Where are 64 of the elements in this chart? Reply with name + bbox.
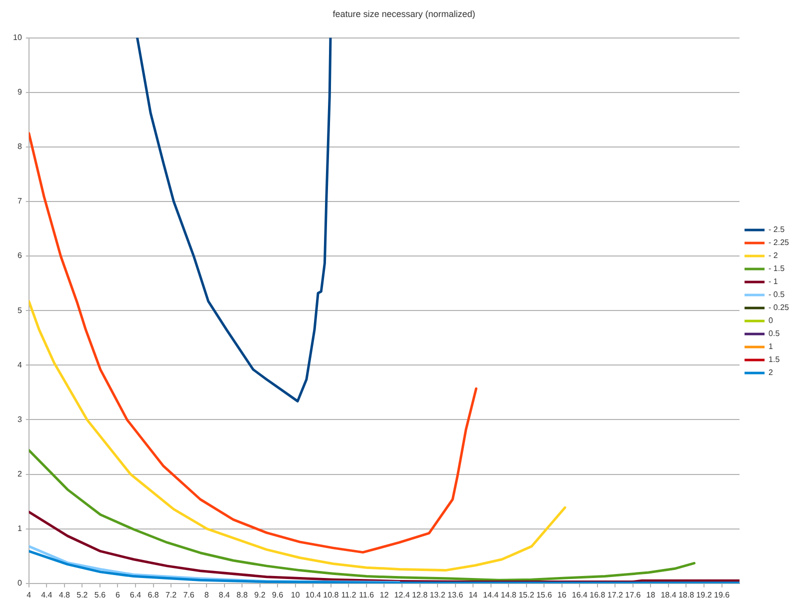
legend-label: 0.5: [768, 329, 780, 338]
x-tick-label: 10: [290, 590, 300, 600]
x-tick-label: 6: [116, 590, 120, 600]
x-tick-label: 7.2: [165, 590, 178, 600]
y-tick-label: 9: [17, 88, 22, 97]
legend-label: - 0.5: [768, 290, 786, 300]
x-tick-label: 9.2: [254, 590, 266, 600]
legend-label: 1: [768, 342, 774, 352]
x-tick-label: 6.4: [130, 590, 142, 600]
x-tick-label: 5.6: [94, 590, 106, 600]
x-tick-label: 4: [26, 590, 32, 600]
x-tick-label: 14.8: [500, 590, 517, 600]
x-tick-label: 14.4: [483, 590, 500, 600]
x-tick-label: 19.6: [714, 590, 730, 600]
x-tick-label: 4.8: [58, 590, 71, 600]
x-tick-label: 12.4: [394, 590, 410, 600]
legend-label: - 2.25: [768, 238, 790, 248]
x-tick-label: 5.2: [76, 590, 88, 600]
y-tick-label: 6: [17, 251, 22, 260]
chart-title: feature size necessary (normalized): [332, 8, 476, 19]
x-tick-label: 17.6: [625, 590, 642, 600]
y-tick-label: 8: [17, 142, 22, 152]
x-tick-label: 10.8: [323, 590, 340, 600]
x-tick-label: 16: [557, 590, 567, 600]
y-tick-label: 10: [12, 33, 22, 42]
x-tick-label: 16.8: [590, 590, 606, 600]
y-tick-label: 2: [17, 469, 22, 478]
x-tick-label: 9.6: [272, 590, 284, 600]
x-tick-label: 11.2: [341, 590, 357, 600]
x-tick-label: 8.8: [236, 590, 248, 600]
x-tick-label: 14: [468, 590, 478, 600]
legend-label: 2: [768, 368, 774, 378]
legend-label: - 0.25: [768, 303, 790, 312]
y-tick-label: 4: [17, 360, 22, 370]
x-tick-label: 12.8: [412, 590, 428, 600]
x-tick-label: 13.2: [430, 590, 446, 600]
x-tick-label: 18: [646, 590, 656, 600]
x-tick-label: 10.4: [305, 590, 322, 600]
x-tick-label: 8: [204, 590, 210, 600]
x-tick-label: 17.2: [607, 590, 624, 600]
y-tick-label: 3: [17, 414, 22, 424]
legend-label: 0: [768, 316, 774, 326]
x-tick-label: 19.2: [696, 590, 712, 600]
y-tick-label: 0: [17, 578, 22, 588]
x-tick-label: 8.4: [218, 590, 230, 600]
x-tick-label: 11.6: [358, 590, 374, 600]
y-tick-label: 7: [17, 196, 22, 206]
legend-label: - 1: [768, 277, 778, 286]
x-tick-label: 7.6: [183, 590, 195, 600]
x-tick-label: 15.2: [518, 590, 535, 600]
legend-label: 1.5: [768, 355, 780, 364]
x-tick-label: 13.6: [447, 590, 464, 600]
x-tick-label: 15.6: [536, 590, 552, 600]
y-tick-label: 1: [17, 524, 22, 534]
legend-label: - 2.5: [768, 225, 786, 234]
legend-label: - 2: [768, 251, 778, 260]
legend-label: - 1.5: [768, 264, 786, 274]
x-tick-label: 16.4: [572, 590, 588, 600]
x-tick-label: 18.8: [678, 590, 695, 600]
x-tick-label: 18.4: [660, 590, 677, 600]
y-tick-label: 5: [17, 306, 22, 315]
x-tick-label: 4.4: [41, 590, 53, 600]
x-tick-label: 6.8: [148, 590, 160, 600]
x-tick-label: 12: [380, 590, 390, 600]
